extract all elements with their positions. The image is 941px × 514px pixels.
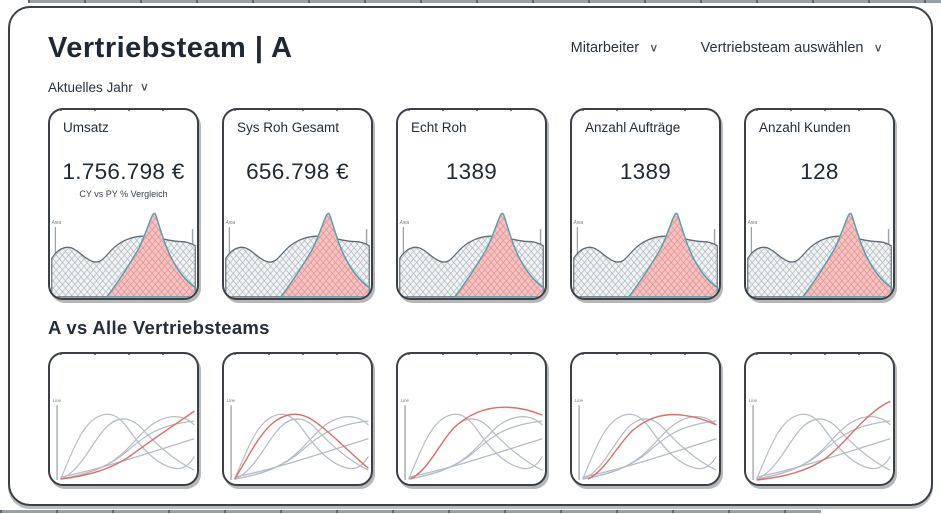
sketch-ruler-bottom (0, 510, 821, 513)
app-frame: Vertriebsteam | A Mitarbeiter ∨ Vertrieb… (8, 6, 933, 506)
chevron-down-icon: ∨ (649, 40, 659, 55)
mitarbeiter-dropdown[interactable]: Mitarbeiter ∨ (571, 40, 659, 56)
kpi-card-umsatz: Umsatz 1.756.798 € CY vs PY % Vergleich … (48, 107, 199, 300)
vertriebsteam-dropdown-label: Vertriebsteam auswählen (700, 40, 864, 56)
chevron-down-icon: ∨ (873, 40, 883, 55)
comparison-chart-card: Line (396, 351, 547, 486)
comparison-chart-card: Line (570, 351, 721, 486)
area-chart-label: Area (399, 219, 410, 225)
comparison-row: Line Line (48, 351, 895, 486)
kpi-card-auftraege: Anzahl Aufträge 1389 Area (570, 107, 721, 300)
line-chart-sketch: Line (575, 398, 717, 480)
kpi-card-kunden: Anzahl Kunden 128 Area (744, 107, 895, 300)
kpi-card-subtitle (572, 189, 719, 200)
mitarbeiter-dropdown-label: Mitarbeiter (570, 40, 640, 56)
kpi-card-subtitle (224, 189, 371, 200)
area-chart-sketch: Area (225, 212, 370, 298)
vertriebsteam-dropdown[interactable]: Vertriebsteam auswählen ∨ (701, 40, 883, 56)
kpi-card-echt-roh: Echt Roh 1389 Area (396, 107, 547, 300)
area-chart-sketch: Area (51, 212, 196, 298)
kpi-card-value: 656.798 € (246, 158, 349, 184)
line-chart-label: Line (53, 398, 62, 403)
line-chart-sketch: Line (749, 398, 891, 481)
page-title: Vertriebsteam | A (48, 32, 293, 64)
kpi-card-title: Anzahl Kunden (759, 119, 851, 135)
kpi-card-title: Sys Roh Gesamt (237, 119, 340, 135)
chevron-down-icon: ∨ (139, 79, 150, 94)
line-chart-label: Line (401, 398, 410, 403)
kpi-card-subtitle (398, 189, 545, 200)
year-filter-label: Aktuelles Jahr (48, 79, 133, 95)
kpi-card-title: Echt Roh (411, 119, 467, 135)
sketch-ruler-top (28, 0, 941, 3)
kpi-card-value: 128 (800, 158, 839, 184)
area-chart-label: Area (747, 219, 758, 225)
kpi-card-subtitle (746, 189, 893, 200)
line-chart-label: Line (575, 398, 584, 403)
kpi-card-value: 1389 (619, 158, 672, 184)
kpi-card-title: Umsatz (63, 119, 109, 135)
line-chart-sketch: Line (53, 398, 195, 480)
kpi-card-title: Anzahl Aufträge (585, 119, 681, 135)
kpi-card-sys-roh: Sys Roh Gesamt 656.798 € Area (222, 107, 373, 300)
kpi-card-value: 1.756.798 € (62, 158, 185, 184)
area-chart-sketch: Area (573, 212, 718, 298)
kpi-card-value: 1389 (445, 158, 498, 184)
comparison-chart-card: Line (48, 351, 199, 486)
comparison-chart-card: Line (744, 351, 895, 486)
area-chart-sketch: Area (747, 212, 892, 298)
area-chart-label: Area (51, 219, 62, 225)
line-chart-sketch: Line (401, 398, 543, 480)
area-chart-sketch: Area (399, 212, 544, 298)
kpi-card-subtitle: CY vs PY % Vergleich (79, 188, 168, 199)
area-chart-label: Area (573, 219, 584, 225)
line-chart-label: Line (227, 398, 236, 403)
kpi-row: Umsatz 1.756.798 € CY vs PY % Vergleich … (48, 107, 895, 300)
comparison-chart-card: Line (222, 351, 373, 486)
comparison-section-title: A vs Alle Vertriebsteams (48, 316, 270, 338)
line-chart-label: Line (749, 398, 758, 403)
line-chart-sketch: Line (227, 398, 369, 480)
header-controls: Mitarbeiter ∨ Vertriebsteam auswählen ∨ (571, 30, 895, 56)
area-chart-label: Area (225, 219, 236, 225)
year-filter-dropdown[interactable]: Aktuelles Jahr ∨ (48, 79, 149, 95)
header: Vertriebsteam | A Mitarbeiter ∨ Vertrieb… (48, 30, 895, 65)
